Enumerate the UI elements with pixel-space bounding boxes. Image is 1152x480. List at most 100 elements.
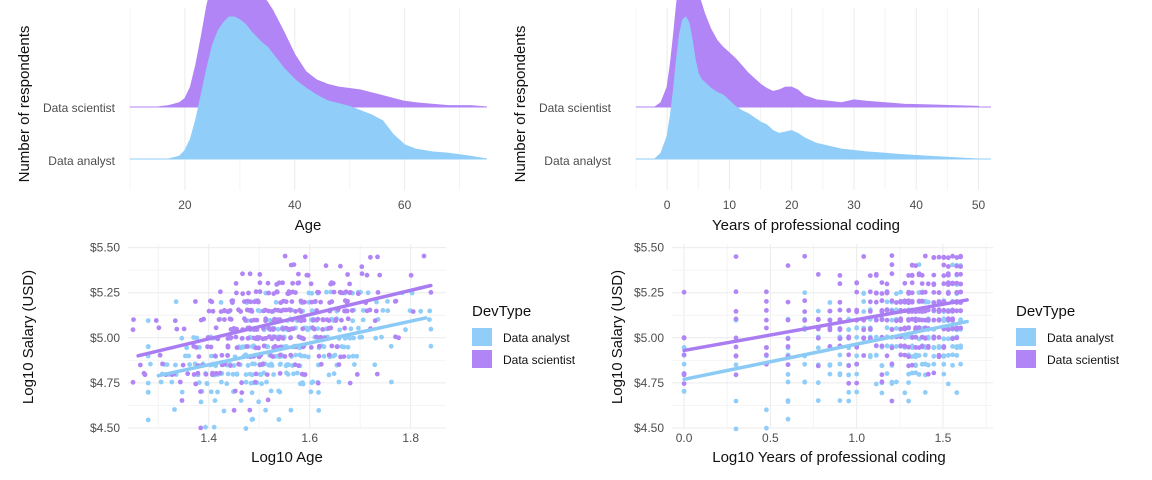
scatter-point <box>131 317 136 322</box>
scatter-point <box>837 352 843 358</box>
scatter-point <box>802 309 808 314</box>
scatter-point <box>950 280 955 286</box>
scatter-point <box>342 325 348 331</box>
scatter-point <box>183 353 188 359</box>
scatter-point <box>355 291 361 297</box>
scatter-point <box>268 388 274 394</box>
scatter-point <box>909 262 915 268</box>
scatter-point <box>902 325 908 331</box>
y-axis-title: Log10 Salary (USD) <box>609 270 626 404</box>
scatter-point <box>894 344 899 349</box>
scatter-point <box>173 299 179 305</box>
scatter-point <box>879 298 885 303</box>
scatter-point <box>145 380 151 386</box>
scatter-point <box>374 371 380 377</box>
scatter-point <box>318 361 324 367</box>
scatter-point <box>909 362 915 368</box>
scatter-point <box>681 389 687 394</box>
scatter-point <box>902 390 908 396</box>
scatter-point <box>266 308 271 314</box>
trend-line-data-scientist <box>136 283 433 358</box>
scatter-point <box>837 372 843 378</box>
log-years-scatter-panel: $4.50 $4.75 $5.00 $5.25 $5.50 0.0 0.5 1.0 1.5 L… <box>609 241 1120 466</box>
scatter-point <box>148 361 153 367</box>
scatter-point <box>354 372 360 377</box>
scatter-point <box>264 372 270 377</box>
scatter-point <box>837 398 843 403</box>
age-ridgeline-panel: Data scientist Data analyst 20 40 60 Age N… <box>16 0 488 234</box>
scatter-point <box>347 380 353 386</box>
scatter-point <box>177 379 183 385</box>
scatter-point <box>198 399 204 405</box>
scatter-point <box>230 300 235 305</box>
scatter-point <box>293 352 299 358</box>
scatter-point <box>179 389 185 395</box>
scatter-point <box>931 345 937 351</box>
scatter-point <box>916 353 922 358</box>
scatter-point <box>345 344 351 350</box>
scatter-point <box>191 343 197 349</box>
scatter-point <box>157 352 163 358</box>
scatter-point <box>238 398 244 403</box>
scatter-point <box>347 281 352 287</box>
trend-line-data-analyst <box>156 316 428 378</box>
scatter-point <box>916 372 922 377</box>
x-tick-label: 20 <box>785 198 799 212</box>
scatter-point <box>894 379 899 385</box>
scatter-point <box>316 353 322 359</box>
legend-label: Data analyst <box>503 331 570 345</box>
scatter-point <box>681 372 687 378</box>
scatter-point <box>388 343 394 349</box>
scatter-point <box>941 354 947 359</box>
scatter-point <box>225 343 231 349</box>
scatter-point <box>906 398 911 404</box>
scatter-point <box>191 372 197 377</box>
scatter-point <box>941 318 947 324</box>
scatter-point <box>861 327 867 333</box>
scatter-point <box>320 327 325 332</box>
scatter-point <box>950 262 955 268</box>
scatter-point <box>837 327 843 333</box>
legend-swatch-data-scientist <box>1016 350 1036 368</box>
scatter-point <box>906 298 911 304</box>
scatter-point <box>941 344 947 349</box>
scatter-point <box>236 361 242 367</box>
scatter-point <box>884 317 890 323</box>
scatter-point <box>348 326 354 332</box>
scatter-point <box>257 272 263 277</box>
scatter-point <box>925 362 931 368</box>
scatter-point <box>302 254 308 260</box>
scatter-point <box>909 335 915 340</box>
scatter-point <box>785 263 791 268</box>
scatter-point <box>297 307 302 313</box>
scatter-point <box>339 344 345 349</box>
scatter-point <box>385 299 390 304</box>
scatter-point <box>945 317 951 323</box>
scatter-point <box>373 335 379 341</box>
scatter-point <box>218 300 224 305</box>
scatter-point <box>846 372 852 378</box>
scatter-points <box>130 253 434 431</box>
scatter-point <box>785 372 791 377</box>
scatter-point <box>212 353 218 359</box>
x-axis-title: Log10 Years of professional coding <box>712 449 946 466</box>
scatter-point <box>160 361 165 367</box>
legend-swatch-data-scientist <box>472 350 492 368</box>
scatter-point <box>733 335 739 341</box>
scatter-point <box>764 345 769 350</box>
legend: DevType Data analyst Data scientist <box>1016 303 1120 368</box>
scatter-point <box>854 389 860 395</box>
scatter-point <box>889 361 895 367</box>
y-axis-title: Log10 Salary (USD) <box>20 270 37 404</box>
scatter-point <box>145 344 151 349</box>
scatter-point <box>764 407 769 413</box>
scatter-point <box>339 317 344 323</box>
y-tick-label: $4.75 <box>90 376 120 390</box>
scatter-point <box>958 281 963 287</box>
scatter-point <box>854 380 860 386</box>
scatter-point <box>936 299 942 304</box>
scatter-point <box>277 352 283 358</box>
scatter-point <box>906 273 911 278</box>
scatter-point <box>931 282 937 288</box>
y-tick-label: $5.50 <box>634 241 664 255</box>
